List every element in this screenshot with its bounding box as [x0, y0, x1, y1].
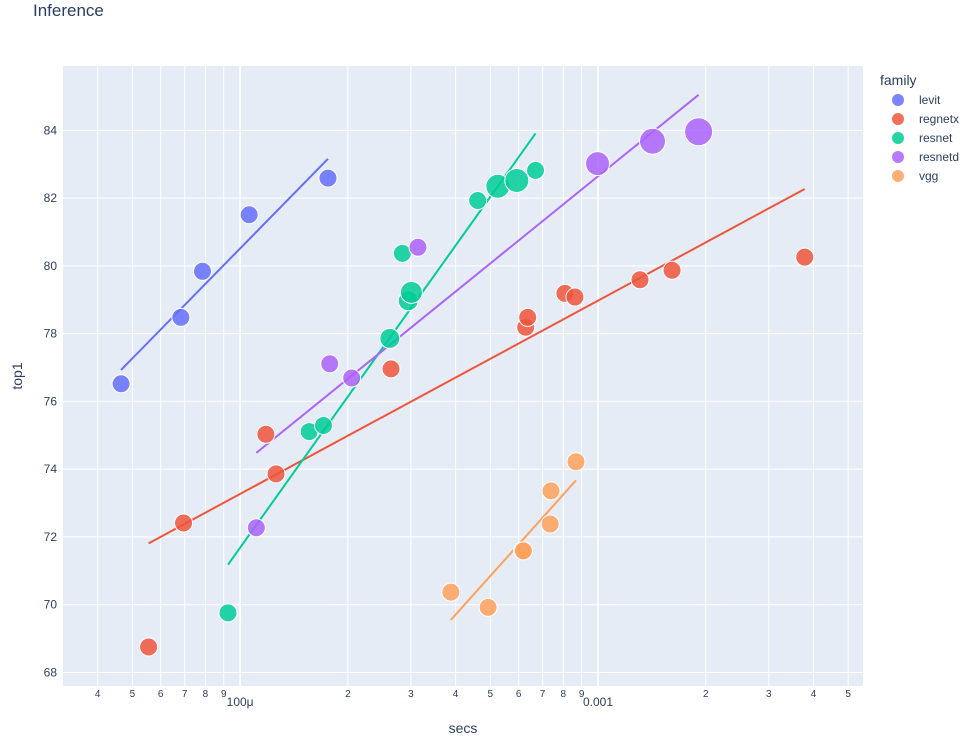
y-tick-label: 68	[44, 665, 58, 679]
data-points[interactable]	[111, 117, 815, 657]
chart-title: Inference	[33, 1, 104, 20]
x-tick-label: 5	[130, 689, 136, 700]
data-point-resnetd[interactable]	[408, 237, 428, 257]
y-tick-label: 84	[44, 123, 58, 137]
data-point-resnet[interactable]	[379, 327, 401, 349]
legend-marker-resnetd[interactable]	[892, 151, 904, 163]
x-tick-label: 8	[561, 689, 567, 700]
x-tick-label: 3	[766, 689, 772, 700]
data-point-vgg[interactable]	[441, 582, 461, 602]
x-tick-label: 2	[703, 689, 709, 700]
data-point-regnetx[interactable]	[565, 287, 585, 307]
data-point-resnetd[interactable]	[585, 151, 611, 177]
legend-marker-vgg[interactable]	[892, 170, 904, 182]
data-point-vgg[interactable]	[566, 452, 586, 472]
y-tick-label: 74	[44, 462, 58, 476]
data-point-resnetd[interactable]	[320, 354, 340, 374]
x-tick-label: 7	[182, 689, 188, 700]
y-tick-label: 80	[44, 259, 58, 273]
x-tick-label: 7	[540, 689, 546, 700]
y-tick-label: 78	[44, 327, 58, 341]
data-point-regnetx[interactable]	[630, 270, 650, 290]
data-point-levit[interactable]	[111, 374, 131, 394]
legend-title: family	[880, 72, 917, 88]
legend-label-resnetd[interactable]: resnetd	[919, 150, 959, 164]
legend-marker-levit[interactable]	[892, 94, 904, 106]
data-point-resnet[interactable]	[218, 603, 238, 623]
x-tick-label: 100μ	[227, 695, 254, 709]
data-point-resnetd[interactable]	[342, 368, 362, 388]
y-tick-label: 76	[44, 394, 58, 408]
data-point-vgg[interactable]	[478, 597, 498, 617]
x-tick-label: 4	[95, 689, 101, 700]
data-point-resnet[interactable]	[504, 168, 530, 194]
data-point-resnetd[interactable]	[639, 127, 667, 155]
x-tick-label: 4	[453, 689, 459, 700]
data-point-regnetx[interactable]	[662, 260, 682, 280]
data-point-levit[interactable]	[318, 168, 338, 188]
y-tick-label: 70	[44, 598, 58, 612]
data-point-regnetx[interactable]	[518, 307, 538, 327]
x-tick-label: 5	[487, 689, 493, 700]
data-point-levit[interactable]	[239, 205, 259, 225]
data-point-resnet[interactable]	[399, 280, 423, 304]
y-tick-label: 82	[44, 191, 58, 205]
trend-lines	[120, 94, 806, 621]
data-point-regnetx[interactable]	[174, 513, 194, 533]
x-axis-title: secs	[449, 720, 478, 736]
legend-label-vgg[interactable]: vgg	[919, 169, 938, 183]
data-point-vgg[interactable]	[540, 514, 560, 534]
x-tick-label: 6	[516, 689, 522, 700]
legend-marker-regnetx[interactable]	[892, 113, 904, 125]
x-tick-label: 2	[345, 689, 351, 700]
trend-line-levit	[120, 158, 329, 371]
data-point-resnet[interactable]	[314, 415, 334, 435]
data-point-regnetx[interactable]	[266, 464, 286, 484]
trend-line-regnetx	[148, 188, 806, 545]
data-point-regnetx[interactable]	[256, 424, 276, 444]
legend-label-resnet[interactable]: resnet	[919, 131, 953, 145]
data-point-resnet[interactable]	[526, 160, 546, 180]
data-point-resnetd[interactable]	[246, 518, 266, 538]
x-tick-label: 8	[203, 689, 209, 700]
data-point-levit[interactable]	[171, 307, 191, 327]
data-point-resnetd[interactable]	[684, 117, 714, 147]
data-point-regnetx[interactable]	[139, 637, 159, 657]
data-point-regnetx[interactable]	[795, 247, 815, 267]
x-tick-label: 0.001	[583, 695, 613, 709]
legend-label-regnetx[interactable]: regnetx	[919, 112, 959, 126]
y-axis-title: top1	[9, 362, 25, 389]
x-tick-label: 9	[221, 689, 227, 700]
x-tick-label: 6	[158, 689, 164, 700]
x-tick-label: 3	[408, 689, 414, 700]
data-point-resnet[interactable]	[468, 191, 488, 211]
data-point-vgg[interactable]	[513, 541, 533, 561]
legend-marker-resnet[interactable]	[892, 132, 904, 144]
legend-label-levit[interactable]: levit	[919, 93, 941, 107]
data-point-levit[interactable]	[192, 261, 212, 281]
legend[interactable]: family levit regnetx resnet resnetd vgg	[880, 72, 959, 183]
data-point-regnetx[interactable]	[381, 359, 401, 379]
x-tick-label: 4	[811, 689, 817, 700]
x-tick-label: 9	[579, 689, 585, 700]
trend-line-resnetd	[255, 94, 700, 454]
y-tick-label: 72	[44, 530, 58, 544]
x-tick-label: 5	[845, 689, 851, 700]
plot-area	[63, 66, 863, 686]
y-axis-ticks: 68 70 72 74 76 78 80 82 84	[44, 123, 58, 679]
data-point-vgg[interactable]	[541, 481, 561, 501]
